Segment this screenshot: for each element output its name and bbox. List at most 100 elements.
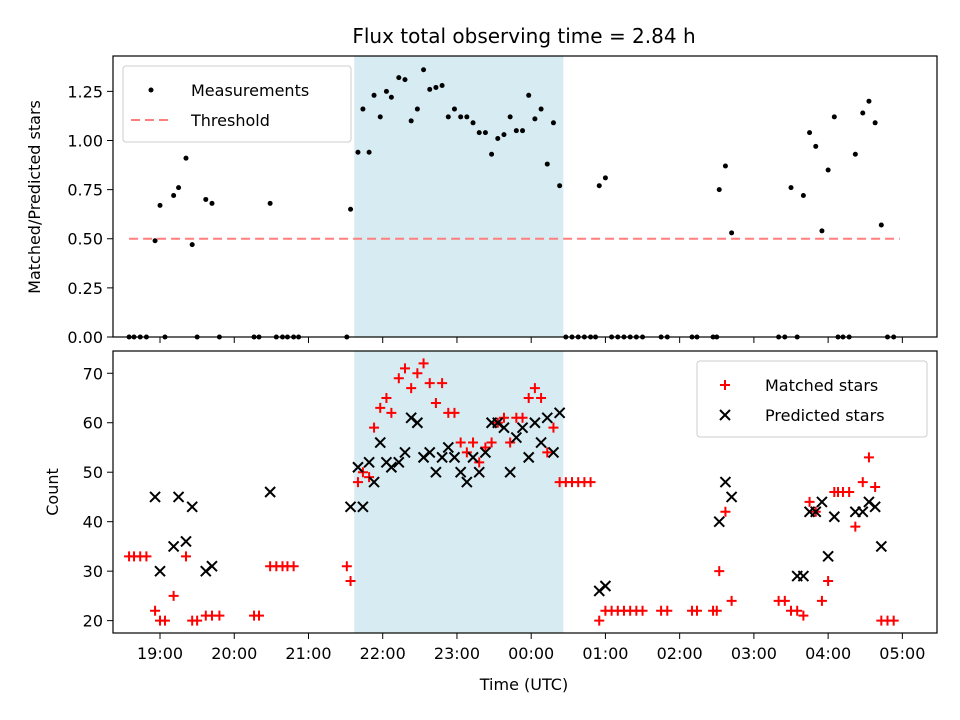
- x-tick-label: 21:00: [285, 644, 331, 663]
- matched-star-point-87: [823, 576, 834, 587]
- legend-top: Measurements Threshold: [122, 65, 352, 143]
- matched-star-point-30: [393, 373, 404, 384]
- measurement-point-47: [489, 151, 495, 157]
- ratio-panel: 0.00 0.25 0.50 0.75 1.00 1.25 Measurements Thre…: [67, 55, 938, 347]
- measurement-point-39: [439, 82, 445, 88]
- measurement-point-37: [427, 86, 433, 92]
- predicted-star-point-46: [713, 515, 725, 528]
- matched-star-point-34: [418, 358, 429, 369]
- predicted-star-point-38: [523, 451, 535, 464]
- predicted-star-point-30: [473, 466, 485, 478]
- measurement-point-57: [550, 120, 556, 126]
- measurement-point-99: [878, 222, 884, 228]
- predicted-star-point-1: [154, 565, 166, 577]
- matched-star-point-98: [888, 615, 899, 626]
- matched-star-point-86: [816, 595, 827, 606]
- y-tick-label: 0.25: [67, 279, 103, 298]
- measurement-point-41: [451, 106, 457, 112]
- predicted-star-point-59: [869, 501, 881, 513]
- matched-star-point-52: [529, 383, 540, 394]
- measurement-point-52: [520, 128, 526, 134]
- matched-star-point-55: [548, 422, 559, 433]
- count-panel: 20 30 40 50 60 70 19:00 20:00 21:00 22:00 23:00 00:…: [83, 350, 938, 663]
- measurement-point-17: [267, 200, 273, 206]
- matched-star-point-94: [863, 452, 874, 463]
- measurement-point-13: [209, 200, 215, 206]
- measurement-point-45: [476, 130, 482, 136]
- top-y-axis-label: Matched/Predicted stars: [25, 100, 44, 294]
- x-tick-label: 02:00: [657, 644, 703, 663]
- matched-star-point-10: [192, 615, 203, 626]
- measurement-point-26: [360, 106, 366, 112]
- predicted-star-point-60: [875, 540, 888, 553]
- matched-star-point-62: [594, 615, 605, 626]
- x-tick-label: 01:00: [582, 644, 628, 663]
- matched-star-point-8: [180, 551, 191, 562]
- measurement-point-33: [402, 77, 408, 83]
- matched-star-point-95: [870, 482, 881, 493]
- measurement-point-10: [189, 242, 195, 248]
- predicted-star-point-39: [529, 417, 541, 429]
- predicted-star-point-50: [797, 570, 810, 582]
- predicted-star-point-4: [180, 535, 192, 548]
- matched-star-point-91: [844, 487, 855, 497]
- y-tick-label: 0.75: [67, 181, 103, 200]
- predicted-star-point-57: [857, 506, 869, 518]
- measurement-point-79: [716, 187, 722, 193]
- y-tick-label: 1.25: [67, 82, 103, 101]
- measurement-point-38: [433, 84, 439, 90]
- predicted-star-point-45: [599, 580, 612, 592]
- measurement-point-88: [813, 143, 819, 149]
- measurement-point-42: [458, 114, 464, 120]
- x-tick-label: 22:00: [360, 644, 406, 663]
- matched-star-point-6: [159, 615, 170, 626]
- matched-star-point-26: [369, 422, 380, 433]
- observing-span-highlight: [354, 56, 564, 337]
- predicted-star-point-55: [828, 511, 841, 523]
- predicted-star-point-40: [535, 436, 547, 449]
- matched-star-point-13: [214, 610, 225, 621]
- measurement-point-98: [872, 120, 878, 126]
- predicted-star-point-36: [510, 431, 523, 444]
- predicted-star-point-9: [344, 501, 357, 513]
- measurement-point-31: [388, 94, 394, 100]
- y-tick-label: 40: [83, 513, 103, 532]
- predicted-star-point-31: [479, 446, 492, 459]
- matched-star-point-23: [352, 477, 363, 488]
- measurement-point-35: [414, 106, 420, 112]
- measurement-point-54: [532, 116, 538, 122]
- measurement-point-9: [183, 155, 189, 161]
- predicted-star-point-34: [498, 421, 510, 434]
- predicted-star-point-41: [541, 412, 553, 424]
- predicted-star-point-47: [719, 476, 732, 488]
- matched-star-point-53: [536, 393, 547, 403]
- predicted-star-point-12: [363, 456, 375, 469]
- measurement-point-65: [596, 183, 602, 189]
- legend-box: [122, 65, 352, 143]
- measurement-point-46: [482, 130, 488, 136]
- predicted-star-point-7: [206, 560, 218, 572]
- y-tick-label: 20: [83, 612, 103, 631]
- matched-star-point-21: [341, 561, 352, 572]
- measurement-point-8: [176, 185, 182, 191]
- measurement-point-66: [602, 175, 608, 181]
- legend-marker-measurements: [148, 87, 154, 93]
- matched-star-point-51: [523, 393, 534, 403]
- x-tick-label: 19:00: [137, 644, 183, 663]
- x-tick-label: 05:00: [879, 644, 925, 663]
- measurement-point-84: [788, 185, 794, 191]
- matched-star-point-71: [662, 605, 673, 616]
- legend-bottom: Matched stars Predicted stars: [696, 360, 928, 438]
- measurement-point-24: [348, 206, 354, 212]
- measurement-point-7: [171, 193, 177, 199]
- measurement-point-55: [538, 106, 544, 112]
- matched-star-point-33: [412, 368, 423, 379]
- matched-star-point-92: [850, 521, 861, 532]
- matched-star-point-28: [381, 393, 392, 403]
- predicted-star-point-20: [411, 417, 424, 429]
- measurement-point-51: [513, 128, 519, 134]
- measurement-point-36: [421, 67, 427, 73]
- predicted-star-point-10: [352, 461, 364, 473]
- x-tick-label: 23:00: [434, 644, 480, 663]
